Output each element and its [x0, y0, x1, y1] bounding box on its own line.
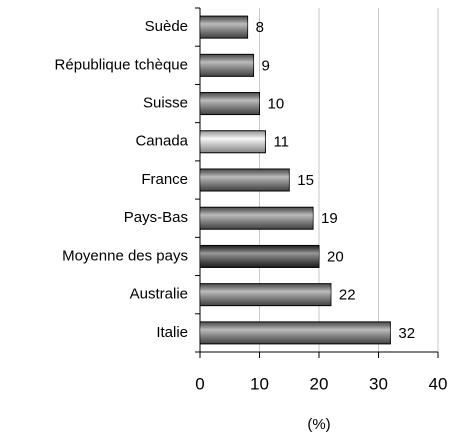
bar	[199, 321, 391, 345]
x-tick-label: 30	[369, 374, 388, 393]
y-tick-label: Italie	[156, 324, 188, 341]
value-label: 8	[256, 19, 264, 36]
x-axis-label: (%)	[307, 416, 330, 433]
y-tick-label: Pays-Bas	[124, 209, 188, 226]
bar	[199, 168, 290, 192]
y-tick-label: Australie	[130, 286, 188, 303]
value-label: 20	[327, 248, 344, 265]
x-tick-label: 20	[310, 374, 329, 393]
value-label: 10	[268, 96, 285, 113]
value-label: 32	[398, 325, 415, 342]
bar	[199, 206, 314, 230]
y-tick-label: Canada	[135, 133, 188, 150]
bar	[199, 244, 320, 268]
bar	[199, 53, 255, 77]
y-tick-label: France	[141, 171, 188, 188]
value-label: 22	[339, 287, 356, 304]
y-tick-label: Suisse	[143, 95, 188, 112]
y-tick-label: République tchèque	[55, 56, 188, 73]
y-tick-label: Suède	[145, 18, 188, 35]
bar	[199, 92, 260, 116]
value-label: 19	[321, 210, 338, 227]
x-tick-label: 0	[195, 374, 204, 393]
bar	[199, 15, 249, 39]
x-tick-label: 40	[429, 374, 448, 393]
bar	[199, 130, 266, 154]
y-tick-label: Moyenne des pays	[62, 247, 188, 264]
value-label: 9	[262, 57, 270, 74]
x-tick-label: 10	[250, 374, 269, 393]
bar	[199, 283, 332, 307]
value-label: 15	[297, 172, 314, 189]
value-label: 11	[273, 134, 289, 151]
